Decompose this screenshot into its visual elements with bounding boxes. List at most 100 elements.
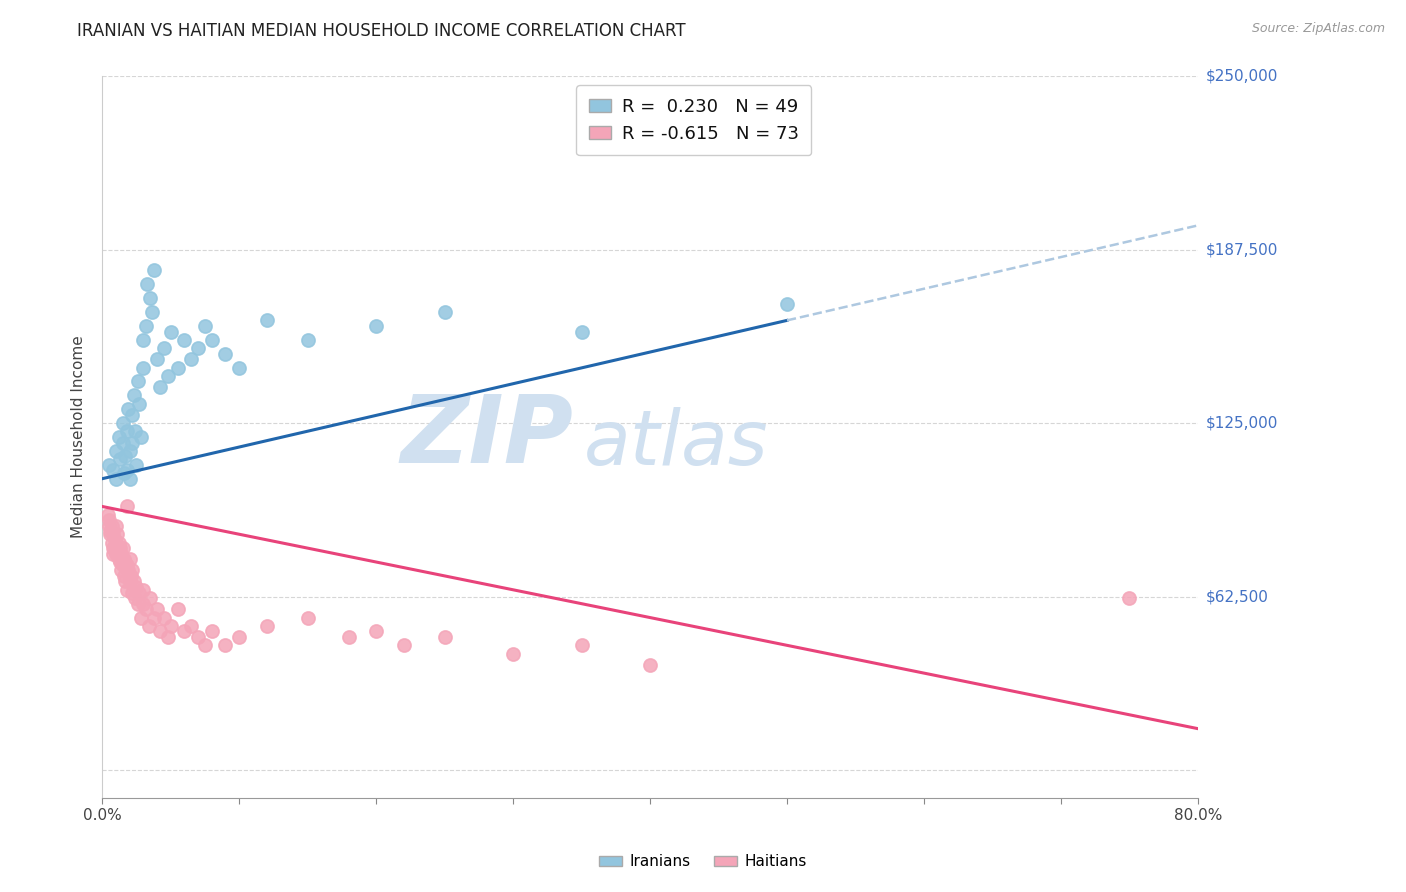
Point <box>337 630 360 644</box>
Point <box>139 591 162 606</box>
Point <box>104 472 127 486</box>
Point <box>118 472 141 486</box>
Point <box>135 602 157 616</box>
Point <box>214 638 236 652</box>
Point <box>108 555 131 569</box>
Point <box>153 341 176 355</box>
Point <box>115 582 138 597</box>
Point <box>129 610 152 624</box>
Point <box>112 569 135 583</box>
Point <box>433 305 456 319</box>
Point <box>166 602 188 616</box>
Point <box>101 547 124 561</box>
Point <box>101 541 124 555</box>
Point <box>111 558 134 572</box>
Point <box>180 352 202 367</box>
Point <box>107 552 129 566</box>
Point <box>194 638 217 652</box>
Point <box>98 513 121 527</box>
Point <box>118 444 141 458</box>
Point <box>108 452 131 467</box>
Point <box>105 527 128 541</box>
Point <box>146 602 169 616</box>
Point <box>138 619 160 633</box>
Point <box>256 619 278 633</box>
Point <box>776 297 799 311</box>
Y-axis label: Median Household Income: Median Household Income <box>72 335 86 539</box>
Point <box>101 519 124 533</box>
Point <box>146 352 169 367</box>
Point <box>128 397 150 411</box>
Point <box>132 333 155 347</box>
Point <box>392 638 415 652</box>
Text: Source: ZipAtlas.com: Source: ZipAtlas.com <box>1251 22 1385 36</box>
Legend: R =  0.230   N = 49, R = -0.615   N = 73: R = 0.230 N = 49, R = -0.615 N = 73 <box>576 85 811 155</box>
Point <box>100 527 122 541</box>
Point <box>135 318 157 333</box>
Point <box>122 388 145 402</box>
Point <box>105 541 128 555</box>
Point <box>256 313 278 327</box>
Point <box>156 630 179 644</box>
Point <box>111 541 134 555</box>
Point <box>187 341 209 355</box>
Point <box>104 444 127 458</box>
Point <box>104 535 127 549</box>
Point <box>114 450 136 464</box>
Point <box>1118 591 1140 606</box>
Point <box>115 500 138 514</box>
Point <box>136 277 159 292</box>
Point <box>114 555 136 569</box>
Point <box>153 610 176 624</box>
Point <box>127 597 149 611</box>
Point <box>115 425 138 439</box>
Text: $250,000: $250,000 <box>1206 69 1278 84</box>
Point <box>101 463 124 477</box>
Legend: Iranians, Haitians: Iranians, Haitians <box>593 848 813 875</box>
Point <box>571 638 593 652</box>
Point <box>101 527 124 541</box>
Point <box>159 619 181 633</box>
Text: $62,500: $62,500 <box>1206 590 1270 604</box>
Point <box>125 458 148 472</box>
Point <box>143 263 166 277</box>
Text: $125,000: $125,000 <box>1206 416 1278 431</box>
Point <box>149 624 172 639</box>
Point <box>125 580 148 594</box>
Point <box>117 402 139 417</box>
Point <box>180 619 202 633</box>
Point <box>297 610 319 624</box>
Text: IRANIAN VS HAITIAN MEDIAN HOUSEHOLD INCOME CORRELATION CHART: IRANIAN VS HAITIAN MEDIAN HOUSEHOLD INCO… <box>77 22 686 40</box>
Point <box>139 291 162 305</box>
Point <box>297 333 319 347</box>
Point <box>571 325 593 339</box>
Point <box>108 541 131 555</box>
Point <box>187 630 209 644</box>
Point <box>433 630 456 644</box>
Point <box>122 574 145 589</box>
Point <box>159 325 181 339</box>
Point <box>104 519 127 533</box>
Point <box>121 585 143 599</box>
Point <box>110 563 132 577</box>
Point <box>104 547 127 561</box>
Point <box>366 624 388 639</box>
Point <box>166 360 188 375</box>
Point <box>112 466 135 480</box>
Point <box>156 368 179 383</box>
Point <box>107 430 129 444</box>
Point <box>124 591 146 606</box>
Point <box>143 610 166 624</box>
Point <box>111 416 134 430</box>
Text: atlas: atlas <box>585 408 769 482</box>
Point <box>194 318 217 333</box>
Point <box>100 524 122 539</box>
Point <box>115 558 138 572</box>
Point <box>103 533 125 547</box>
Point <box>173 624 195 639</box>
Point <box>98 458 121 472</box>
Point <box>118 574 141 589</box>
Point <box>117 563 139 577</box>
Point <box>366 318 388 333</box>
Point <box>141 305 163 319</box>
